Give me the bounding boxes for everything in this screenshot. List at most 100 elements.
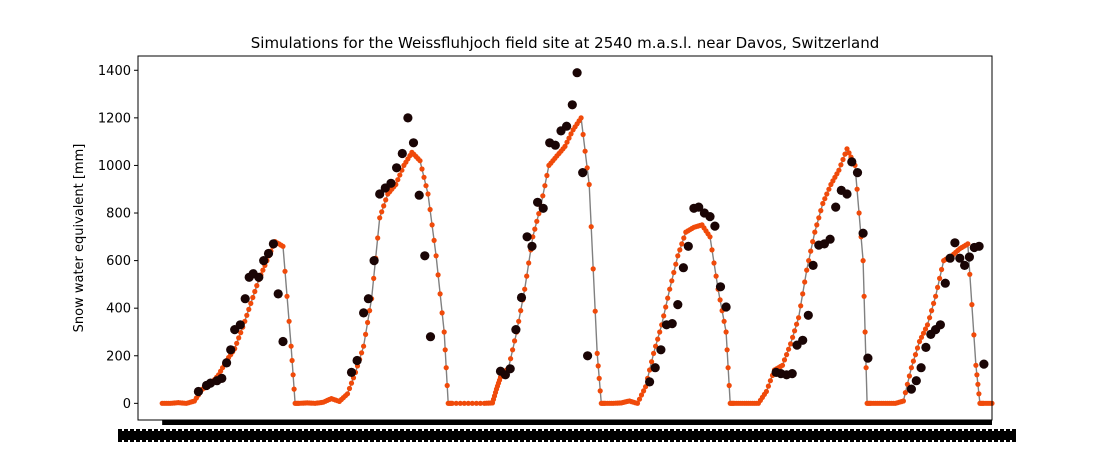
simulated-point bbox=[562, 143, 568, 149]
simulated-point bbox=[836, 167, 842, 173]
observed-point bbox=[273, 289, 283, 299]
simulated-point bbox=[671, 269, 677, 276]
observed-point bbox=[408, 138, 419, 148]
observed-point bbox=[960, 260, 970, 270]
simulated-point bbox=[590, 266, 596, 272]
simulated-point bbox=[371, 275, 377, 281]
simulated-point bbox=[673, 261, 679, 267]
observed-point bbox=[533, 197, 543, 207]
observed-point bbox=[505, 364, 515, 374]
observed-point bbox=[538, 203, 548, 213]
observed-point bbox=[268, 239, 278, 249]
simulated-point bbox=[516, 318, 522, 324]
simulated-point bbox=[441, 329, 447, 335]
simulated-point bbox=[763, 388, 770, 395]
simulated-point bbox=[781, 357, 788, 363]
observed-point bbox=[787, 369, 797, 379]
simulated-point bbox=[838, 162, 844, 168]
observed-point bbox=[863, 353, 873, 363]
simulated-point bbox=[973, 362, 979, 368]
y-tick-label: 200 bbox=[106, 349, 131, 364]
observed-point bbox=[705, 212, 715, 222]
observed-point bbox=[673, 300, 683, 310]
simulated-point bbox=[713, 273, 719, 279]
simulated-point bbox=[721, 318, 727, 324]
simulated-point bbox=[967, 271, 973, 277]
observed-point bbox=[667, 319, 677, 329]
simulated-point bbox=[518, 308, 524, 314]
observed-point bbox=[694, 202, 704, 212]
simulated-point bbox=[939, 266, 945, 273]
observed-point bbox=[240, 294, 250, 304]
observed-point bbox=[263, 248, 274, 259]
simulated-point bbox=[846, 150, 852, 156]
simulated-point bbox=[375, 235, 381, 241]
simulated-point bbox=[250, 294, 256, 301]
simulated-point bbox=[588, 224, 594, 230]
x-tick-marks bbox=[162, 420, 993, 425]
observed-point bbox=[217, 373, 227, 383]
observed-point bbox=[964, 252, 975, 262]
observed-point bbox=[516, 292, 527, 303]
observed-point bbox=[425, 332, 436, 342]
observed-point bbox=[346, 367, 357, 377]
simulated-point bbox=[280, 243, 286, 249]
simulated-point bbox=[595, 363, 601, 369]
observed-point bbox=[715, 282, 726, 292]
simulated-point bbox=[469, 400, 475, 406]
simulated-point bbox=[824, 191, 830, 197]
simulated-point bbox=[937, 275, 943, 281]
simulated-point bbox=[522, 286, 528, 292]
simulated-point bbox=[532, 226, 538, 232]
y-tick-label: 1000 bbox=[98, 159, 131, 174]
simulated-point bbox=[906, 373, 913, 379]
observed-point bbox=[363, 294, 373, 304]
simulated-point bbox=[663, 304, 669, 310]
simulated-point bbox=[641, 388, 647, 394]
observed-point bbox=[678, 263, 689, 273]
observed-point bbox=[567, 100, 577, 110]
simulated-point bbox=[657, 329, 663, 335]
observed-point bbox=[550, 140, 560, 150]
observed-point bbox=[656, 345, 666, 355]
simulated-point bbox=[582, 148, 588, 154]
observed-point bbox=[906, 384, 917, 394]
simulated-point bbox=[534, 218, 540, 224]
observed-point bbox=[392, 163, 402, 173]
simulated-point bbox=[346, 385, 353, 392]
simulated-point bbox=[767, 378, 774, 384]
observed-point bbox=[710, 221, 720, 231]
simulated-point bbox=[912, 352, 919, 358]
simulated-point bbox=[802, 279, 808, 285]
simulated-point bbox=[804, 267, 810, 273]
simulated-point bbox=[856, 210, 862, 216]
simulated-point bbox=[381, 203, 387, 209]
simulated-point bbox=[290, 372, 296, 378]
simulated-point bbox=[792, 328, 798, 334]
simulated-point bbox=[244, 312, 250, 318]
simulated-point bbox=[439, 310, 445, 316]
simulated-point bbox=[544, 172, 550, 179]
observed-point bbox=[721, 302, 731, 312]
simulated-point bbox=[423, 183, 429, 189]
simulated-point bbox=[665, 295, 671, 301]
observed-point bbox=[254, 272, 264, 282]
simulated-point bbox=[252, 288, 258, 295]
y-tick-label: 600 bbox=[106, 254, 131, 269]
simulated-point bbox=[584, 165, 590, 171]
simulated-point bbox=[667, 286, 673, 292]
simulated-point bbox=[234, 340, 240, 346]
simulated-point bbox=[634, 400, 641, 406]
simulated-point bbox=[922, 326, 929, 332]
x-tick-labels bbox=[118, 429, 1016, 442]
simulated-point bbox=[580, 131, 586, 138]
simulated-point bbox=[367, 308, 373, 314]
simulated-point bbox=[707, 234, 713, 240]
observed-point bbox=[858, 228, 868, 238]
simulated-point bbox=[779, 362, 786, 368]
observed-point bbox=[527, 241, 537, 251]
simulated-point bbox=[511, 338, 518, 344]
observed-point bbox=[979, 359, 989, 369]
simulated-point bbox=[726, 382, 732, 389]
